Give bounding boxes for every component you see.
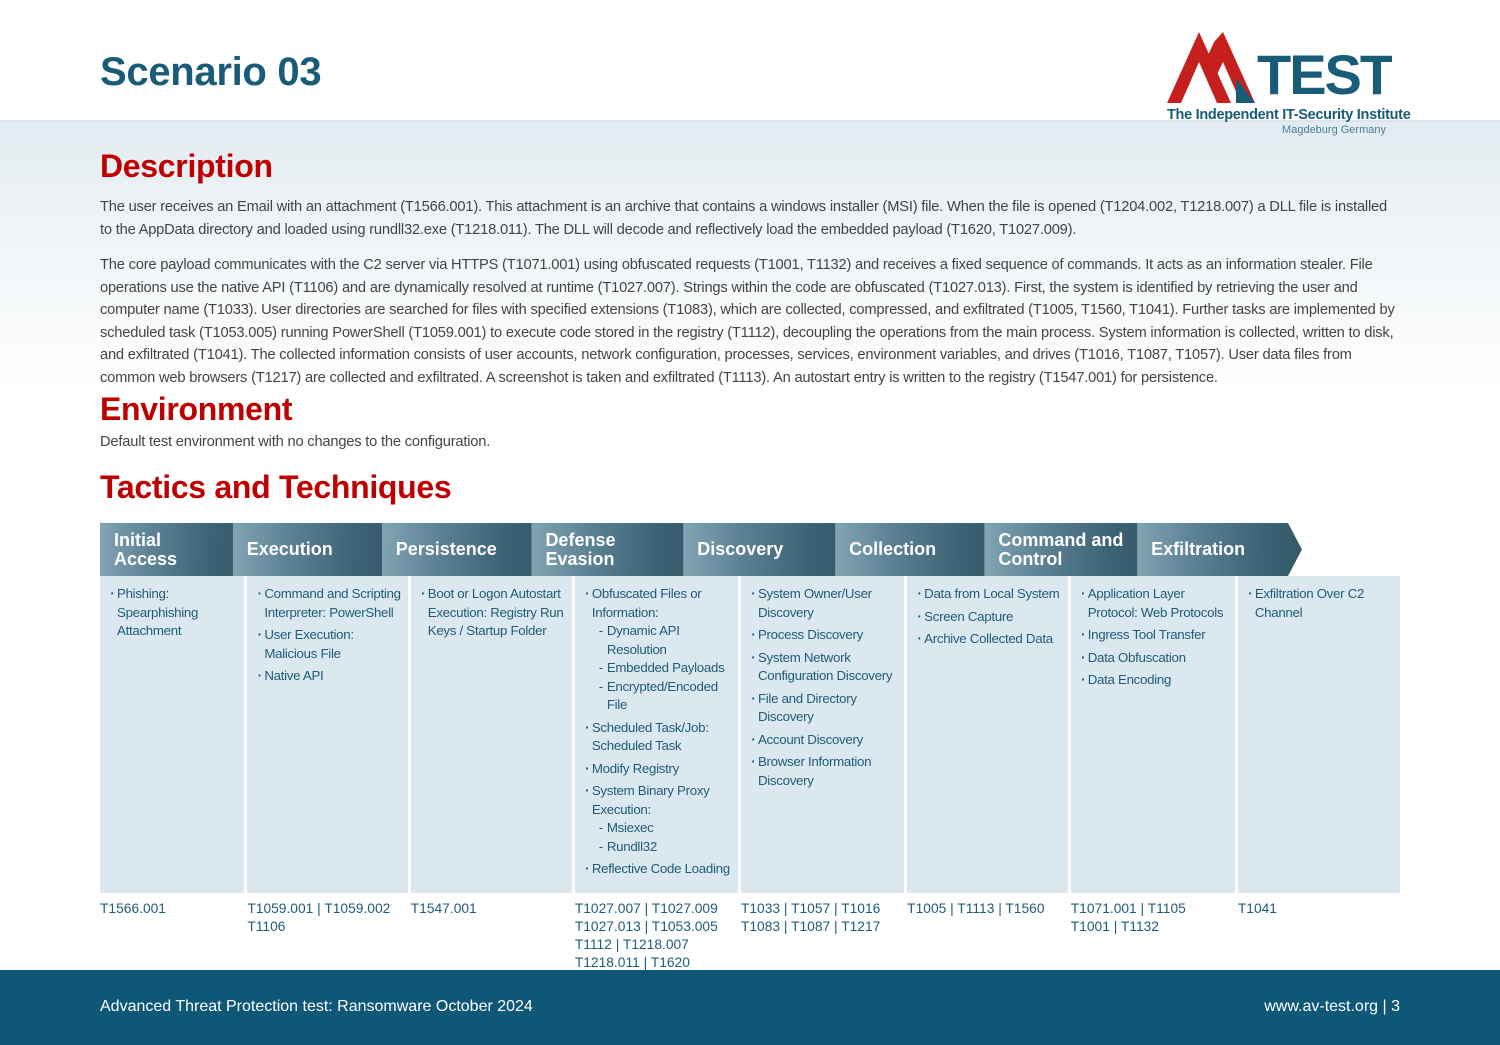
svg-text:TEST: TEST	[1257, 43, 1392, 106]
